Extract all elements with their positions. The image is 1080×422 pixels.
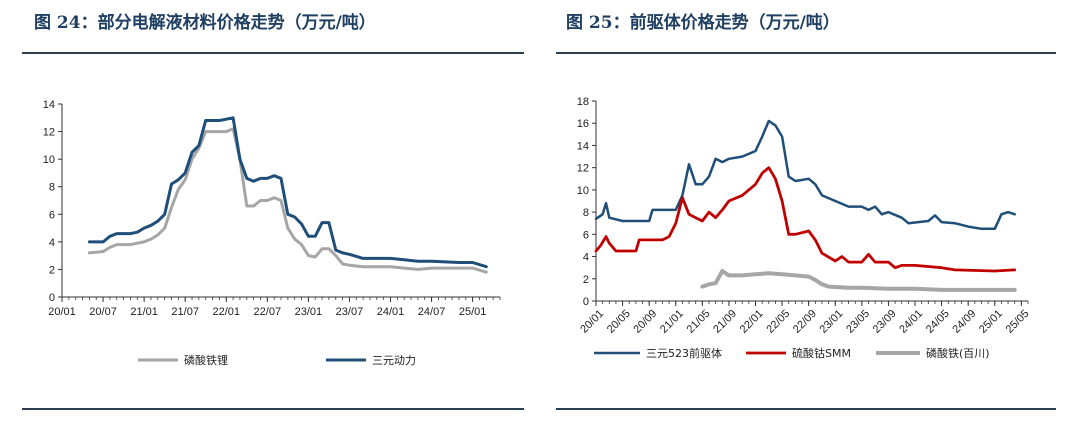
x-tick-label: 22/09 (791, 308, 819, 336)
y-tick-label: 2 (583, 274, 589, 286)
series-line-3 (700, 269, 1017, 292)
x-tick-label: 21/07 (171, 306, 199, 318)
right-title-rule (556, 52, 1056, 54)
left-figure-panel: 图 24：部分电解液材料价格走势（万元/吨） 0 2 4 6 8 10 12 14 20/01 2… (22, 13, 524, 410)
y-tick-label: 0 (49, 292, 55, 304)
y-tick-label: 2 (49, 264, 55, 276)
legend-label-3: 磷酸铁(百川) (926, 346, 990, 360)
y-tick-label: 18 (577, 96, 589, 108)
y-tick-label: 0 (583, 296, 589, 308)
x-tick-label: 20/01 (48, 306, 76, 318)
x-tick-label: 20/05 (605, 308, 633, 336)
x-tick-label: 24/01 (377, 306, 405, 318)
x-tick-label: 25/05 (1004, 308, 1032, 336)
legend-label-1: 三元523前驱体 (646, 346, 722, 360)
left-chart: 0 2 4 6 8 10 12 14 20/01 20/07 21/01 21/07 22/01 22/0… (43, 99, 501, 367)
series-line-1 (594, 119, 1016, 231)
x-tick-label: 24/07 (418, 306, 446, 318)
left-figure-title: 图 24：部分电解液材料价格走势（万元/吨） (34, 13, 376, 33)
y-tick-label: 14 (577, 140, 589, 152)
x-tick-label: 22/01 (212, 306, 240, 318)
right-bottom-rule (556, 408, 1056, 410)
legend-label-2: 三元动力 (372, 354, 416, 367)
right-chart: 0 2 4 6 8 10 12 14 16 18 20/0120/0520/0921/0121/05… (577, 96, 1032, 360)
x-tick-label: 22/05 (764, 308, 792, 336)
series-line-1 (87, 127, 488, 274)
x-tick-label: 24/09 (950, 308, 978, 336)
x-tick-label: 25/01 (459, 306, 487, 318)
right-figure-panel: 图 25：前驱体价格走势（万元/吨） 0 2 4 6 8 10 12 14 16 18 20/01 2… (540, 0, 1080, 422)
x-tick-label: 20/09 (631, 308, 659, 336)
x-tick-label: 23/09 (871, 308, 899, 336)
x-tick-label: 25/01 (977, 308, 1005, 336)
x-tick-label: 23/01 (295, 306, 323, 318)
y-tick-label: 8 (49, 182, 55, 194)
y-tick-label: 14 (43, 99, 55, 111)
y-tick-label: 16 (577, 118, 589, 130)
x-tick-label: 24/01 (897, 308, 925, 336)
y-tick-label: 10 (43, 154, 55, 166)
x-tick-label: 22/07 (254, 306, 282, 318)
y-tick-label: 6 (583, 229, 589, 241)
x-tick-label: 21/05 (685, 308, 713, 336)
x-tick-label: 23/01 (818, 308, 846, 336)
x-tick-label: 21/01 (130, 306, 158, 318)
x-tick-label: 22/01 (738, 308, 766, 336)
x-tick-label: 23/07 (336, 306, 364, 318)
x-tick-label: 23/05 (844, 308, 872, 336)
x-tick-label: 21/01 (658, 308, 686, 336)
legend-label-2: 硫酸钴SMM (792, 346, 851, 360)
y-tick-label: 4 (583, 252, 589, 264)
y-tick-label: 10 (577, 185, 589, 197)
y-tick-label: 12 (577, 163, 589, 175)
left-bottom-rule (22, 408, 524, 410)
y-tick-label: 12 (43, 127, 55, 139)
x-tick-label: 24/05 (924, 308, 952, 336)
x-tick-label: 20/01 (578, 308, 606, 336)
y-tick-label: 6 (49, 209, 55, 221)
y-tick-label: 8 (583, 207, 589, 219)
legend-label-1: 磷酸铁锂 (184, 353, 228, 367)
right-figure-title: 图 25：前驱体价格走势（万元/吨） (566, 13, 840, 33)
left-title-rule (22, 52, 524, 54)
x-tick-label: 20/07 (89, 306, 117, 318)
y-tick-label: 4 (49, 237, 55, 249)
x-tick-label: 21/09 (711, 308, 739, 336)
series-line-2 (594, 166, 1017, 273)
series-line-2 (87, 116, 488, 269)
